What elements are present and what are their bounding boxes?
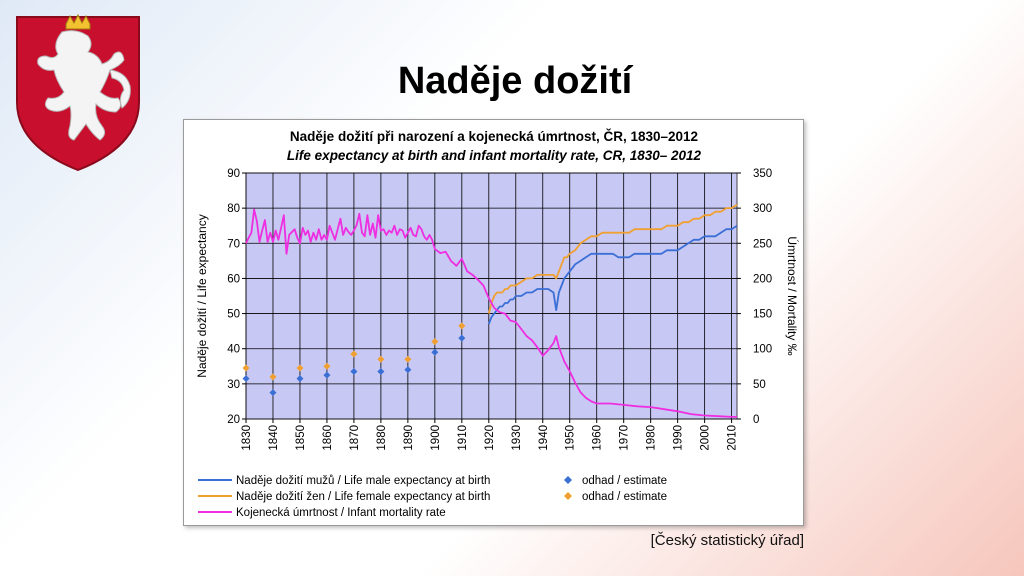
point-female-estimate bbox=[323, 362, 331, 370]
x-tick-label: 1950 bbox=[565, 425, 577, 451]
y-right-axis: 0 50 100 150 200 250 300 350 bbox=[737, 168, 772, 426]
y-right-tick-label: 250 bbox=[753, 238, 772, 250]
legend-label-male-estimate: odhad / estimate bbox=[582, 475, 667, 487]
chart: Naděje dožití při narození a kojenecká ú… bbox=[195, 129, 800, 519]
point-female-estimate bbox=[269, 373, 277, 381]
point-male-estimate bbox=[458, 334, 466, 342]
x-tick-label: 1870 bbox=[349, 425, 361, 451]
plot-area bbox=[245, 172, 738, 420]
point-female-estimate bbox=[350, 350, 358, 358]
x-tick-label: 1890 bbox=[403, 425, 415, 451]
chart-subtitle: Life expectancy at birth and infant mort… bbox=[287, 148, 702, 163]
slide-title: Naděje dožití bbox=[397, 60, 633, 102]
coat-of-arms-logo bbox=[16, 14, 140, 172]
legend-label-female-estimate: odhad / estimate bbox=[582, 491, 667, 503]
legend-swatch-male-estimate bbox=[564, 476, 572, 484]
x-tick-label: 1910 bbox=[457, 425, 469, 451]
y-left-axis-label: Naděje dožití / Life expectancy bbox=[195, 214, 209, 377]
y-left-tick-label: 90 bbox=[227, 168, 240, 180]
point-female-estimate bbox=[242, 364, 250, 372]
y-left-axis: 20 30 40 50 60 70 80 90 bbox=[227, 168, 246, 426]
y-left-tick-label: 20 bbox=[227, 414, 240, 426]
lion-tail bbox=[109, 69, 131, 109]
x-tick-label: 1850 bbox=[295, 425, 307, 451]
y-left-tick-label: 30 bbox=[227, 379, 240, 391]
chart-frame: Naděje dožití při narození a kojenecká ú… bbox=[183, 119, 804, 526]
y-right-tick-label: 0 bbox=[753, 414, 759, 426]
crown-icon bbox=[65, 14, 91, 30]
legend-label-female: Naděje dožití žen / Life female expectan… bbox=[236, 491, 490, 503]
point-female-estimate bbox=[377, 355, 385, 363]
x-tick-label: 2000 bbox=[700, 425, 712, 451]
legend: Naděje dožití mužů / Life male expectanc… bbox=[198, 475, 667, 519]
point-female-estimate bbox=[404, 355, 412, 363]
series-line-infant bbox=[245, 208, 737, 418]
legend-swatch-female-estimate bbox=[564, 492, 572, 500]
point-female-estimate bbox=[431, 338, 439, 346]
point-male-estimate bbox=[431, 348, 439, 356]
point-male-estimate bbox=[404, 366, 412, 374]
y-right-tick-label: 300 bbox=[753, 203, 772, 215]
series-layer bbox=[242, 203, 738, 418]
y-right-tick-label: 50 bbox=[753, 379, 766, 391]
y-right-tick-label: 150 bbox=[753, 309, 772, 321]
legend-label-male: Naděje dožití mužů / Life male expectanc… bbox=[236, 475, 490, 487]
y-left-tick-label: 60 bbox=[227, 273, 240, 285]
x-tick-label: 1930 bbox=[511, 425, 523, 451]
x-tick-label: 1880 bbox=[376, 425, 388, 451]
point-male-estimate bbox=[377, 368, 385, 376]
series-line-male bbox=[487, 224, 738, 325]
y-right-axis-label: Úmrtnost / Mortality ‰ bbox=[785, 236, 800, 355]
x-tick-label: 1940 bbox=[538, 425, 550, 451]
point-male-estimate bbox=[296, 375, 304, 383]
point-female-estimate bbox=[296, 364, 304, 372]
source-citation: [Český statistický úřad] bbox=[650, 532, 804, 549]
lion-icon bbox=[37, 30, 125, 141]
point-male-estimate bbox=[350, 368, 358, 376]
grid bbox=[245, 172, 737, 420]
y-right-tick-label: 200 bbox=[753, 273, 772, 285]
y-right-tick-label: 100 bbox=[753, 344, 772, 356]
y-left-tick-label: 80 bbox=[227, 203, 240, 215]
x-tick-label: 2010 bbox=[727, 425, 739, 451]
y-left-tick-label: 70 bbox=[227, 238, 240, 250]
x-tick-label: 1970 bbox=[619, 425, 631, 451]
x-tick-label: 1990 bbox=[673, 425, 685, 451]
y-left-tick-label: 50 bbox=[227, 309, 240, 321]
point-male-estimate bbox=[323, 371, 331, 379]
x-axis: 1830 1840 1850 1860 1870 1880 1890 1900 1910 1920… bbox=[241, 419, 739, 451]
x-tick-label: 1830 bbox=[241, 425, 253, 451]
x-tick-label: 1900 bbox=[430, 425, 442, 451]
chart-title: Naděje dožití při narození a kojenecká ú… bbox=[290, 129, 698, 144]
x-tick-label: 1980 bbox=[646, 425, 658, 451]
point-male-estimate bbox=[269, 389, 277, 397]
y-left-tick-label: 40 bbox=[227, 344, 240, 356]
x-tick-label: 1840 bbox=[268, 425, 280, 451]
series-line-female bbox=[487, 203, 738, 314]
point-male-estimate bbox=[242, 375, 250, 383]
x-tick-label: 1960 bbox=[592, 425, 604, 451]
point-female-estimate bbox=[458, 322, 466, 330]
x-tick-label: 1920 bbox=[484, 425, 496, 451]
y-right-tick-label: 350 bbox=[753, 168, 772, 180]
legend-label-infant: Kojenecká úmrtnost / Infant mortality ra… bbox=[236, 507, 446, 519]
x-tick-label: 1860 bbox=[322, 425, 334, 451]
